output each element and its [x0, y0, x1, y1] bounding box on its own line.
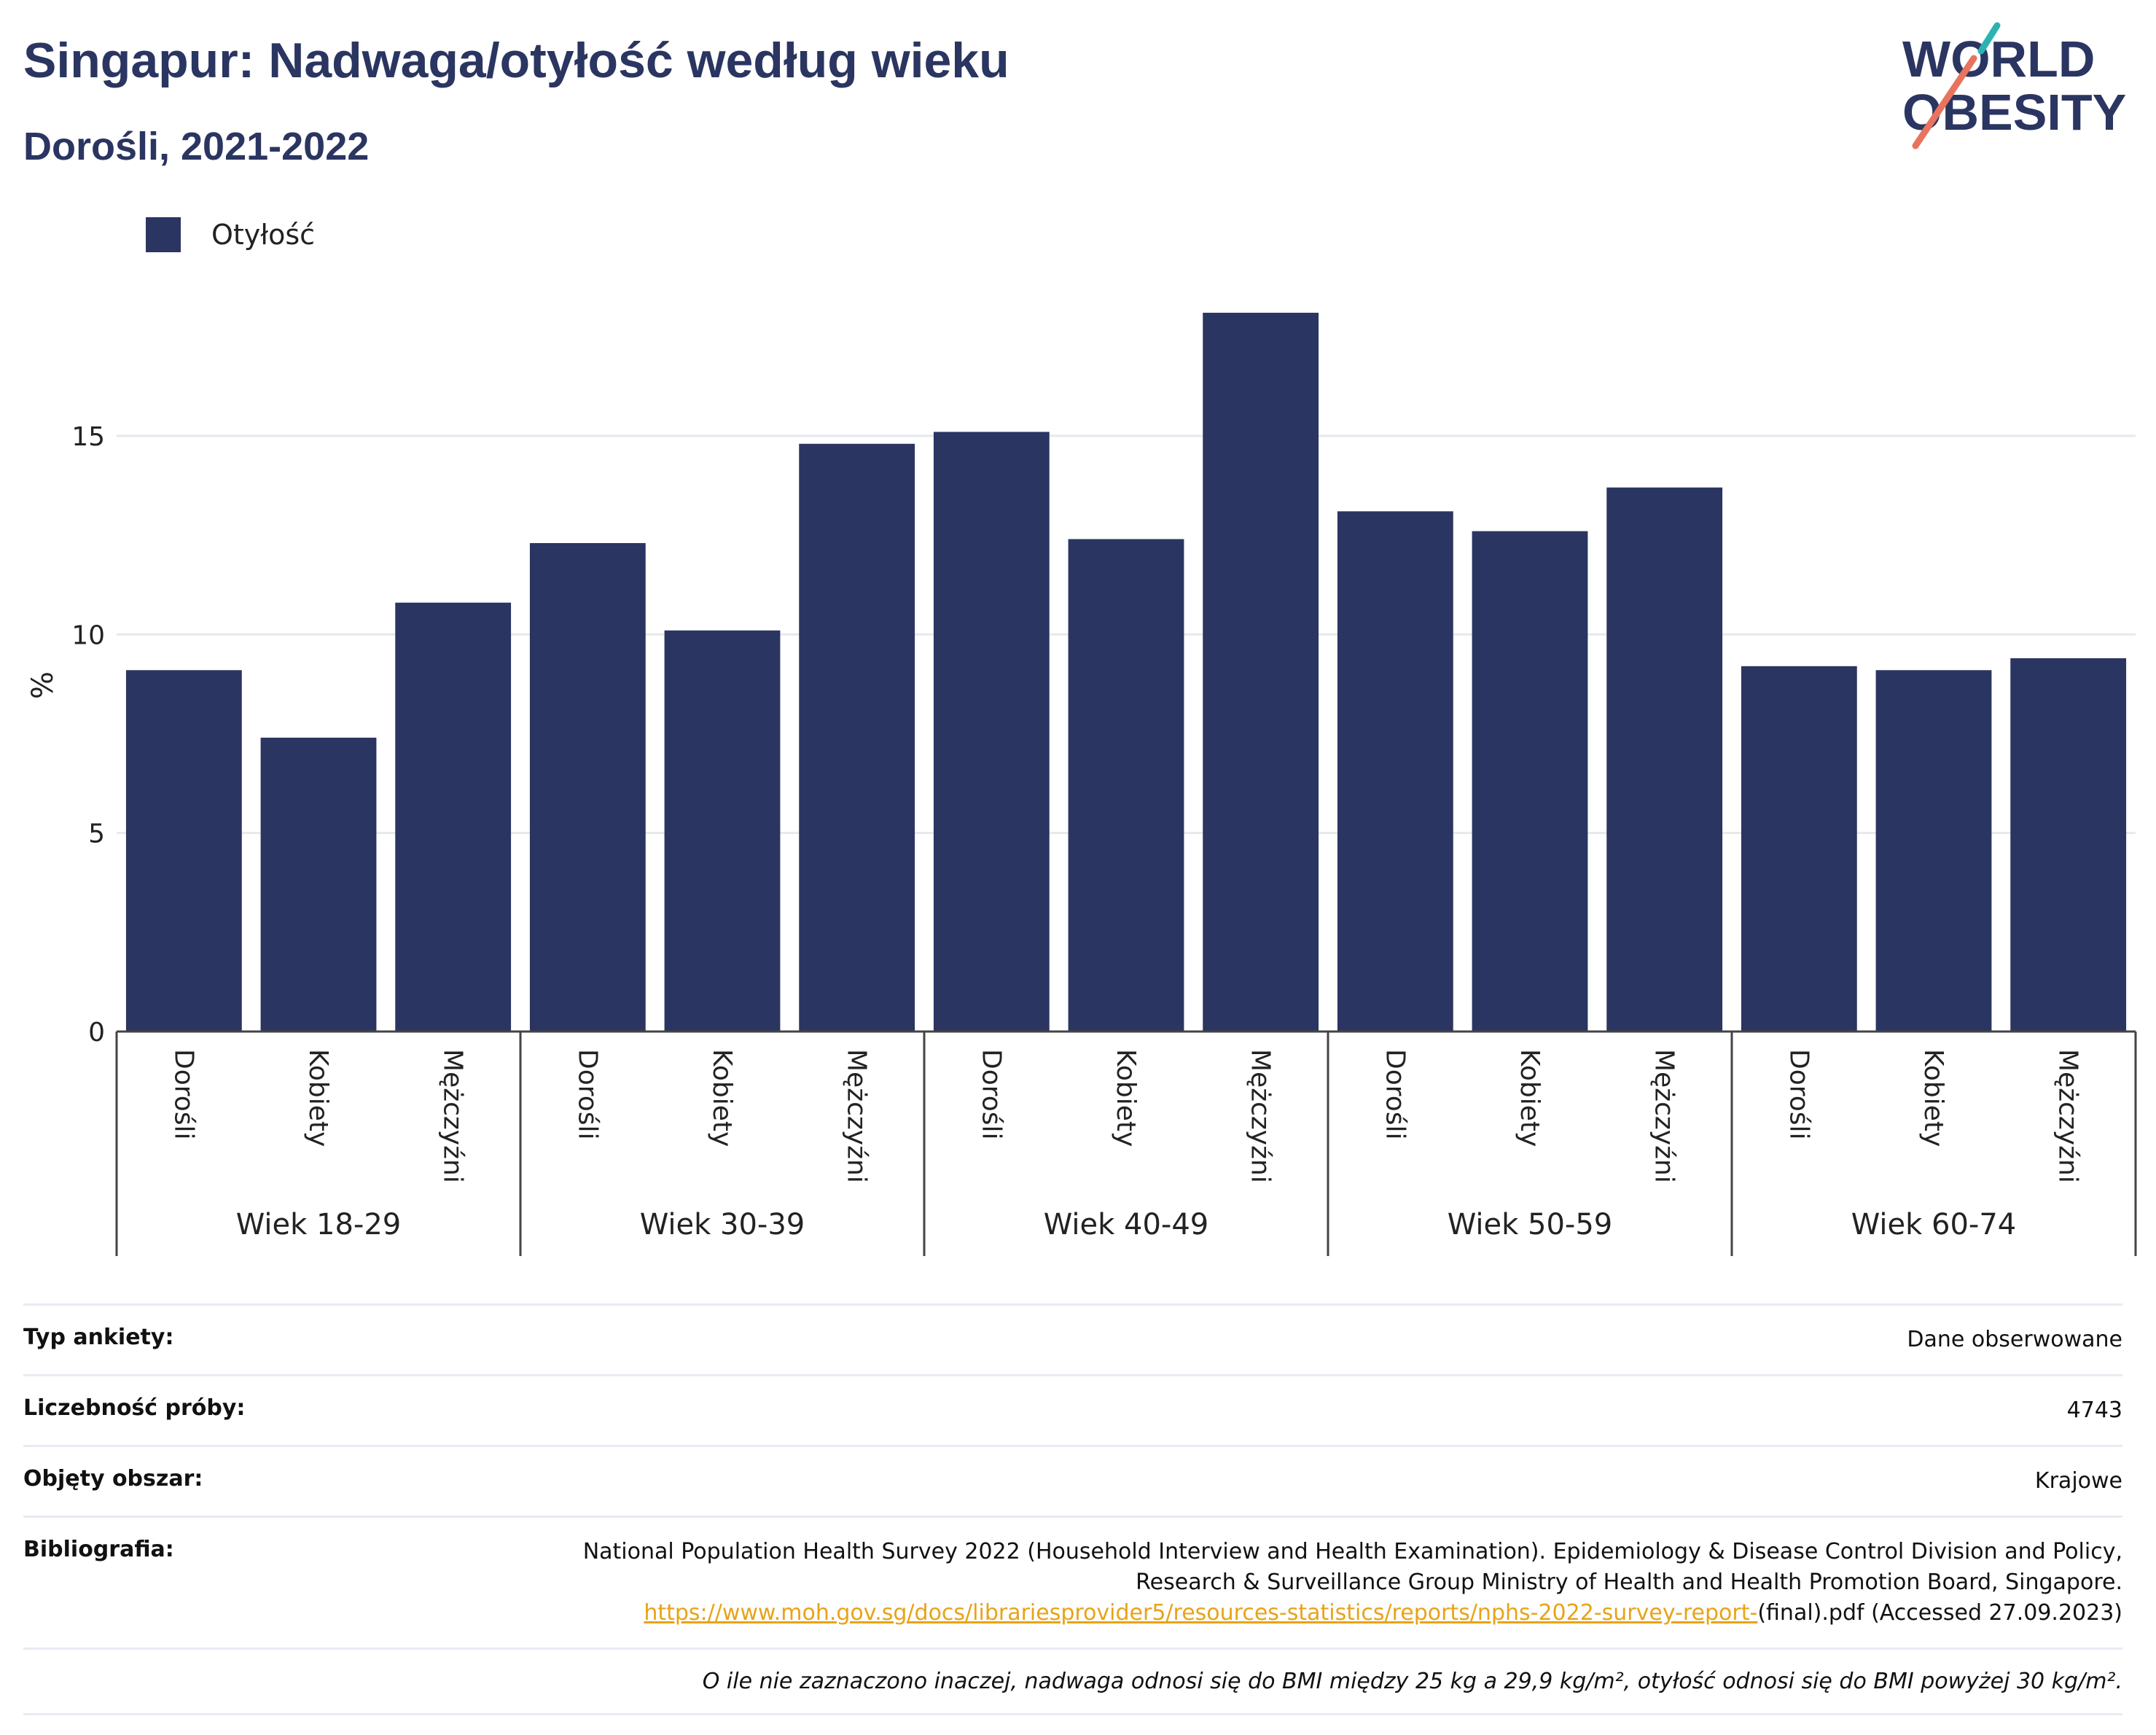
bar-group3-cat2 — [1606, 487, 1723, 1032]
x-tick-label-group4-cat2: Mężczyźni — [2053, 1049, 2083, 1183]
x-tick-label-group3-cat1: Kobiety — [1515, 1049, 1544, 1147]
bar-chart: 0 5 10 15% Dorośli Kobiety Mężczyźni Wiek 18-29… — [26, 313, 2137, 1256]
group-label-3: Wiek 50-59 — [1448, 1208, 1613, 1241]
bibliography-label: Bibliografia: — [23, 1537, 174, 1562]
bar-group1-cat0 — [529, 542, 646, 1032]
bar-group4-cat0 — [1741, 666, 1857, 1032]
definition-note: O ile nie zaznaczono inaczej, nadwaga od… — [23, 1648, 2122, 1715]
info-row-coverage: Objęty obszar: Krajowe — [23, 1445, 2122, 1516]
bar-group2-cat1 — [1068, 539, 1184, 1032]
bar-group4-cat2 — [2010, 658, 2127, 1032]
x-tick-label-group1-cat2: Mężczyźni — [842, 1049, 872, 1183]
x-tick-label-group0-cat2: Mężczyźni — [438, 1049, 468, 1183]
group-label-0: Wiek 18-29 — [236, 1208, 402, 1241]
logo-accent-teal — [1977, 22, 2001, 55]
x-tick-label-group2-cat0: Dorośli — [976, 1049, 1006, 1140]
group-label-2: Wiek 40-49 — [1044, 1208, 1209, 1241]
x-tick-label-group3-cat0: Dorośli — [1380, 1049, 1410, 1140]
bar-group2-cat2 — [1203, 313, 1319, 1032]
y-tick-label-10: 10 — [71, 620, 105, 650]
group-label-4: Wiek 60-74 — [1851, 1208, 2017, 1241]
bar-group2-cat0 — [933, 432, 1050, 1032]
x-tick-label-group0-cat1: Kobiety — [303, 1049, 333, 1147]
coverage-label: Objęty obszar: — [23, 1466, 203, 1492]
info-row-bibliography: Bibliografia: National Population Health… — [23, 1516, 2122, 1648]
chart-subtitle: Dorośli, 2021-2022 — [23, 125, 370, 168]
y-axis-label: % — [26, 671, 60, 699]
bar-group3-cat1 — [1472, 531, 1588, 1032]
bar-group1-cat1 — [664, 630, 781, 1032]
info-table: Typ ankiety: Dane obserwowane Liczebność… — [23, 1303, 2122, 1715]
bar-group0-cat0 — [125, 670, 242, 1032]
sample-size-value: 4743 — [2066, 1397, 2122, 1423]
bar-group0-cat1 — [260, 737, 377, 1032]
x-tick-label-group4-cat0: Dorośli — [1784, 1049, 1813, 1140]
x-tick-label-group2-cat1: Kobiety — [1111, 1049, 1141, 1147]
y-tick-label-5: 5 — [88, 819, 105, 849]
x-tick-label-group1-cat1: Kobiety — [707, 1049, 737, 1147]
bibliography-link[interactable]: https://www.moh.gov.sg/docs/librariespro… — [644, 1600, 1758, 1626]
bar-group4-cat1 — [1875, 670, 1992, 1032]
logo-accent-coral — [1912, 55, 1977, 149]
y-tick-label-15: 15 — [71, 422, 105, 452]
x-tick-label-group1-cat0: Dorośli — [572, 1049, 602, 1140]
x-tick-label-group2-cat2: Mężczyźni — [1246, 1049, 1276, 1183]
info-row-sample-size: Liczebność próby: 4743 — [23, 1374, 2122, 1445]
legend-swatch-obesity — [146, 217, 181, 252]
y-tick-label-0: 0 — [88, 1018, 105, 1048]
bibliography-value: National Population Health Survey 2022 (… — [534, 1537, 2122, 1629]
x-tick-label-group4-cat1: Kobiety — [1918, 1049, 1948, 1147]
bar-group3-cat0 — [1337, 511, 1453, 1032]
x-tick-label-group3-cat2: Mężczyźni — [1649, 1049, 1679, 1183]
legend-label-obesity: Otyłość — [211, 219, 316, 251]
bar-group1-cat2 — [799, 443, 915, 1032]
x-tick-label-group0-cat0: Dorośli — [168, 1049, 198, 1140]
bar-group0-cat2 — [395, 602, 512, 1032]
bibliography-text: National Population Health Survey 2022 (… — [582, 1539, 2122, 1595]
chart-title: Singapur: Nadwaga/otyłość według wieku — [23, 33, 1009, 88]
info-row-survey-type: Typ ankiety: Dane obserwowane — [23, 1303, 2122, 1374]
survey-type-label: Typ ankiety: — [23, 1325, 174, 1350]
bibliography-after-link: (final).pdf (Accessed 27.09.2023) — [1757, 1600, 2122, 1626]
sample-size-label: Liczebność próby: — [23, 1395, 246, 1421]
coverage-value: Krajowe — [2034, 1468, 2122, 1494]
world-obesity-logo: WORLD OBESITY — [1902, 22, 2126, 149]
legend: Otyłość — [146, 217, 315, 252]
logo-line1: WORLD — [1902, 31, 2095, 87]
group-label-1: Wiek 30-39 — [640, 1208, 805, 1241]
survey-type-value: Dane obserwowane — [1907, 1327, 2122, 1352]
